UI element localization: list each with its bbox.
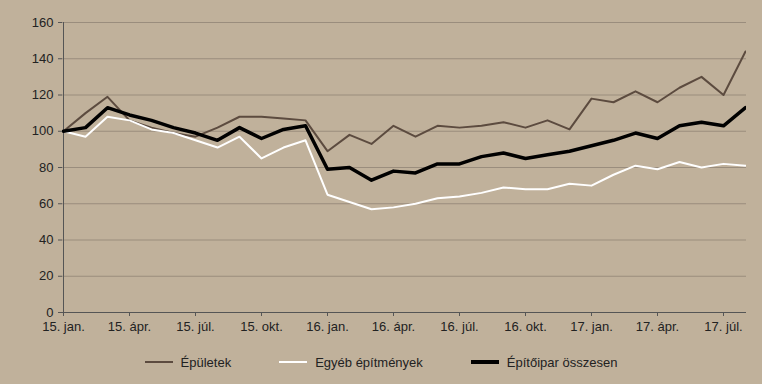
svg-text:80: 80 <box>39 160 53 175</box>
svg-text:16. okt.: 16. okt. <box>504 319 547 334</box>
html-text:Egyéb építmények: Egyéb építmények <box>315 354 423 370</box>
svg-text:140: 140 <box>32 51 54 66</box>
svg-text:160: 160 <box>32 15 54 30</box>
svg-text:16. jan.: 16. jan. <box>306 319 349 334</box>
svg-text:120: 120 <box>32 87 54 102</box>
svg-text:20: 20 <box>39 268 53 283</box>
svg-text:15. júl.: 15. júl. <box>176 319 214 334</box>
html-text:Épületek: Épületek <box>180 354 232 370</box>
svg-text:100: 100 <box>32 123 54 138</box>
svg-text:15. jan.: 15. jan. <box>42 319 85 334</box>
svg-text:17. ápr.: 17. ápr. <box>636 319 679 334</box>
svg-text:60: 60 <box>39 196 53 211</box>
svg-text:16. ápr.: 16. ápr. <box>372 319 415 334</box>
svg-text:16. júl.: 16. júl. <box>440 319 478 334</box>
svg-text:15. okt.: 15. okt. <box>240 319 283 334</box>
svg-text:15. ápr.: 15. ápr. <box>108 319 151 334</box>
svg-text:40: 40 <box>39 232 53 247</box>
svg-text:0: 0 <box>46 305 53 320</box>
html-text:Építőipar összesen: Építőipar összesen <box>506 354 618 370</box>
svg-text:17. jan.: 17. jan. <box>570 319 613 334</box>
svg-text:17. júl.: 17. júl. <box>704 319 742 334</box>
